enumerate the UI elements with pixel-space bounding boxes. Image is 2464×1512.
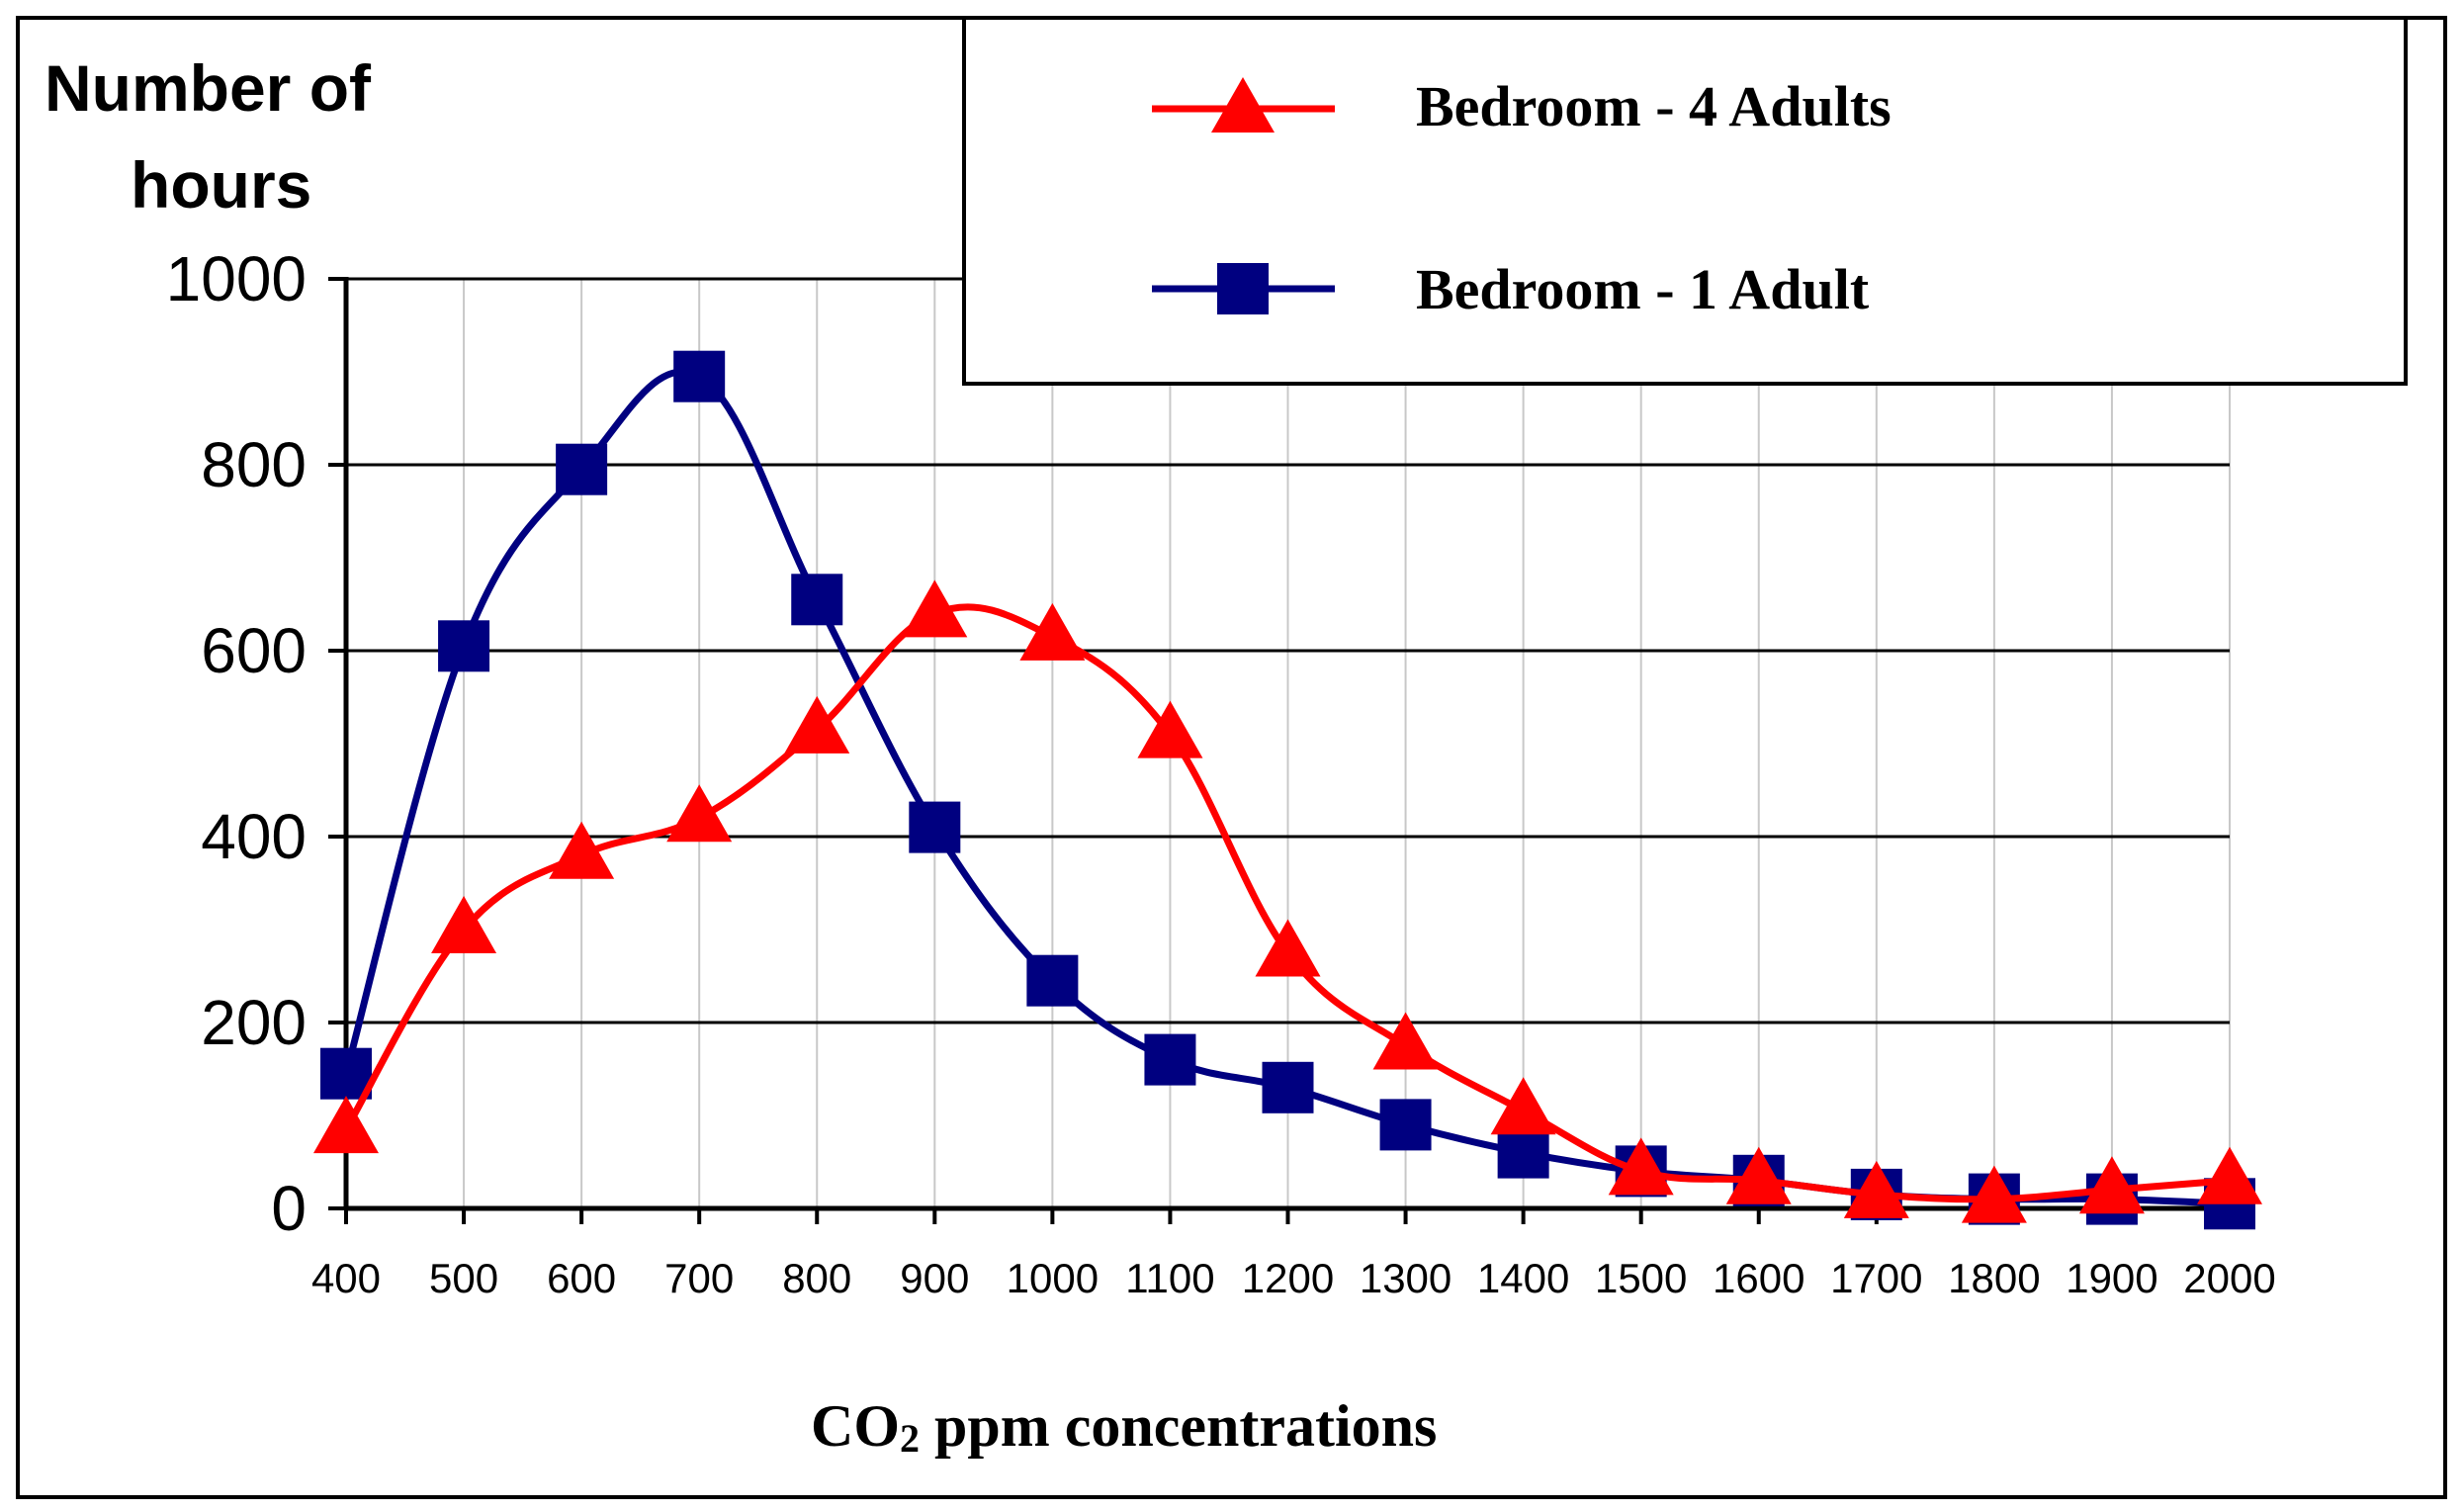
data-point-square — [791, 574, 843, 626]
y-axis-label-line2: hours — [131, 148, 311, 222]
x-tick-label: 1600 — [1713, 1255, 1804, 1301]
data-point-square — [1379, 1099, 1432, 1151]
y-axis-label-line1: Number of — [44, 51, 372, 125]
data-point-triangle — [1725, 1146, 1792, 1204]
x-tick-label: 700 — [664, 1255, 734, 1301]
data-point-triangle — [1490, 1077, 1556, 1135]
legend-label-4-adults: Bedroom - 4 Adults — [1416, 74, 1892, 138]
data-point-triangle — [1608, 1137, 1674, 1196]
data-point-square — [673, 350, 726, 402]
data-point-square — [556, 443, 608, 495]
x-tick-label: 600 — [547, 1255, 616, 1301]
data-point-triangle — [1843, 1160, 1909, 1218]
data-point-triangle — [2197, 1146, 2262, 1204]
data-point-triangle — [1137, 700, 1203, 758]
data-point-square — [438, 620, 490, 672]
y-tick-label: 1000 — [166, 243, 307, 314]
data-point-triangle — [1019, 602, 1086, 661]
x-tick-label: 1200 — [1242, 1255, 1334, 1301]
x-tick-label: 1700 — [1830, 1255, 1922, 1301]
series-group — [313, 350, 2262, 1230]
data-point-triangle — [1961, 1165, 2027, 1223]
data-point-square — [1497, 1126, 1549, 1179]
data-point-square — [909, 801, 961, 853]
legend: Bedroom - 4 Adults Bedroom - 1 Adult — [962, 16, 2408, 386]
data-point-triangle — [313, 1096, 379, 1154]
x-tick-label: 1000 — [1007, 1255, 1099, 1301]
legend-marker-square — [1217, 263, 1269, 314]
data-point-triangle — [666, 784, 733, 843]
x-tick-label: 500 — [429, 1255, 498, 1301]
x-tick-label: 1900 — [2066, 1255, 2157, 1301]
x-axis-label-main: CO — [811, 1393, 900, 1459]
data-point-square — [1262, 1061, 1314, 1113]
x-tick-label: 900 — [900, 1255, 969, 1301]
y-tick-label: 800 — [201, 429, 307, 500]
x-tick-labels: 400 500 600 700 800 900 1000 1100 1200 1300 1400 15… — [311, 1255, 2276, 1301]
x-tick-label: 800 — [782, 1255, 851, 1301]
data-point-triangle — [549, 821, 615, 879]
y-tick-labels: 0 200 400 600 800 1000 — [166, 243, 307, 1244]
data-point-triangle — [2078, 1156, 2145, 1214]
legend-label-1-adult: Bedroom - 1 Adult — [1416, 257, 1870, 321]
x-tick-label: 2000 — [2183, 1255, 2275, 1301]
x-tick-label: 1300 — [1360, 1255, 1452, 1301]
x-axis-label-subscript: 2 — [900, 1416, 920, 1461]
data-point-square — [1144, 1033, 1196, 1086]
x-tick-label: 1500 — [1595, 1255, 1687, 1301]
data-point-triangle — [902, 579, 968, 638]
x-tick-label: 1400 — [1477, 1255, 1569, 1301]
x-axis-label-rest: ppm concentrations — [920, 1393, 1437, 1459]
data-point-triangle — [1372, 1012, 1439, 1070]
x-tick-label: 1100 — [1125, 1255, 1214, 1301]
data-point-triangle — [1255, 919, 1321, 977]
data-point-triangle — [431, 896, 497, 953]
legend-marker-triangle — [1211, 77, 1275, 133]
legend-box — [962, 16, 2408, 386]
x-axis-label: CO2 ppm concentrations — [811, 1393, 1437, 1461]
data-point-square — [1026, 954, 1079, 1007]
y-tick-label: 0 — [271, 1173, 307, 1244]
data-point-triangle — [784, 695, 850, 754]
x-tick-label: 400 — [311, 1255, 381, 1301]
y-tick-label: 600 — [201, 615, 307, 686]
y-tick-label: 200 — [201, 987, 307, 1058]
y-tick-label: 400 — [201, 801, 307, 872]
x-tick-label: 1800 — [1948, 1255, 2040, 1301]
